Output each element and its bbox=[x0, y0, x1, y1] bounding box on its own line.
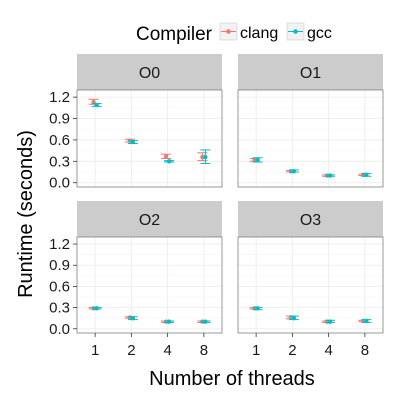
panel-o1: O1 bbox=[238, 54, 383, 187]
point-gcc bbox=[292, 169, 296, 173]
legend-key-dot-gcc bbox=[293, 29, 298, 34]
point-gcc bbox=[203, 155, 207, 159]
legend: Compiler clang gcc bbox=[136, 23, 332, 45]
legend-key-dot-clang bbox=[226, 29, 231, 34]
x-tick-label: 2 bbox=[127, 342, 135, 359]
y-tick-label: 0.0 bbox=[49, 175, 70, 192]
panel-background bbox=[238, 90, 383, 187]
legend-label-clang: clang bbox=[240, 25, 278, 42]
x-tick-label: 1 bbox=[91, 342, 99, 359]
point-clang bbox=[164, 154, 168, 158]
panel-title: O1 bbox=[300, 65, 321, 82]
point-gcc bbox=[131, 140, 135, 144]
x-tick-label: 1 bbox=[252, 342, 260, 359]
y-tick-label: 1.2 bbox=[49, 89, 70, 106]
y-tick-label: 0.9 bbox=[49, 257, 70, 274]
point-gcc bbox=[364, 319, 368, 323]
panel-o2: O2 0.0 0.3 0.6 0.9 1.2 1 2 4 8 bbox=[49, 201, 222, 359]
y-tick-label: 0.0 bbox=[49, 321, 70, 338]
point-gcc bbox=[167, 159, 171, 163]
point-gcc bbox=[255, 306, 259, 310]
point-gcc bbox=[328, 173, 332, 177]
y-tick-label: 0.6 bbox=[49, 132, 70, 149]
point-gcc bbox=[167, 320, 171, 324]
y-tick-label: 0.6 bbox=[49, 278, 70, 295]
point-gcc bbox=[131, 316, 135, 320]
legend-title: Compiler bbox=[136, 24, 213, 45]
legend-label-gcc: gcc bbox=[307, 25, 332, 42]
panel-background bbox=[77, 237, 222, 333]
panel-title: O2 bbox=[139, 212, 160, 229]
y-tick-label: 0.3 bbox=[49, 300, 70, 317]
y-tick-label: 1.2 bbox=[49, 236, 70, 253]
x-tick-label: 8 bbox=[361, 342, 369, 359]
panel-o0: O0 0.0 0.3 0.6 0.9 1.2 bbox=[49, 54, 222, 192]
point-gcc bbox=[203, 320, 207, 324]
panel-title: O3 bbox=[300, 212, 321, 229]
x-axis-title: Number of threads bbox=[149, 368, 315, 390]
point-gcc bbox=[255, 158, 259, 162]
point-gcc bbox=[292, 316, 296, 320]
x-tick-label: 4 bbox=[163, 342, 171, 359]
panel-background bbox=[238, 237, 383, 333]
y-tick-label: 0.3 bbox=[49, 153, 70, 170]
point-gcc bbox=[364, 173, 368, 177]
point-gcc bbox=[328, 320, 332, 324]
panel-title: O0 bbox=[139, 65, 160, 82]
x-tick-label: 8 bbox=[200, 342, 208, 359]
y-tick-label: 0.9 bbox=[49, 111, 70, 128]
point-gcc bbox=[94, 103, 98, 107]
point-gcc bbox=[94, 306, 98, 310]
panel-o3: O3 1 2 4 8 bbox=[238, 201, 383, 359]
x-tick-label: 2 bbox=[288, 342, 296, 359]
x-tick-label: 4 bbox=[324, 342, 332, 359]
y-axis-title: Runtime (seconds) bbox=[15, 130, 37, 298]
